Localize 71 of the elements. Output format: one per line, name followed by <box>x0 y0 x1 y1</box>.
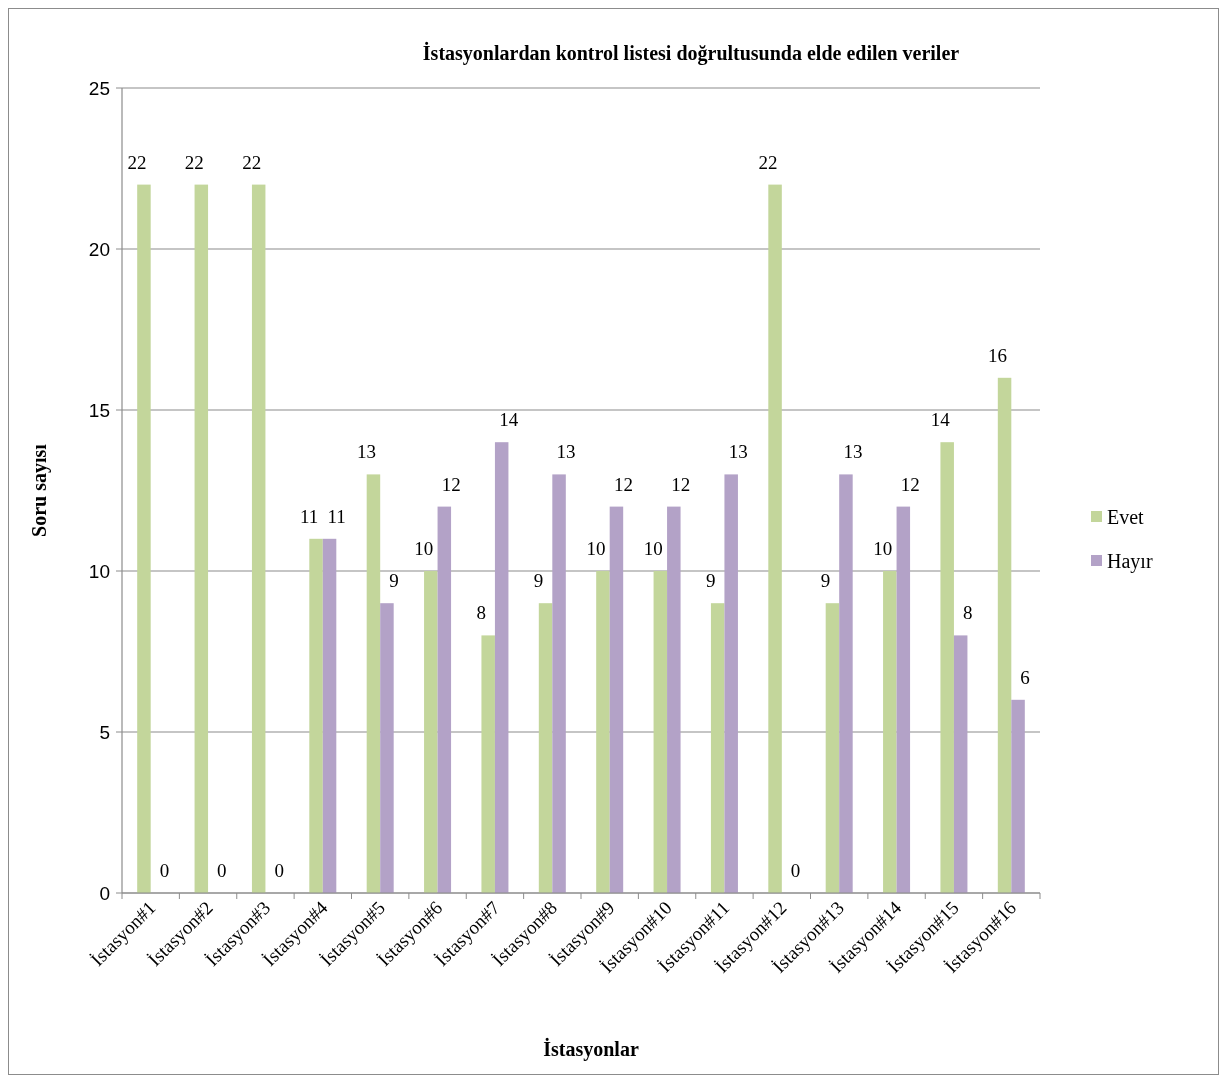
y-tick-label: 15 <box>88 399 110 421</box>
data-label: 11 <box>299 505 319 527</box>
bar <box>251 184 266 893</box>
bar <box>839 474 853 893</box>
bar <box>653 571 668 893</box>
data-label: 8 <box>476 602 486 624</box>
bar <box>667 506 681 893</box>
data-label: 12 <box>900 473 920 495</box>
data-label: 12 <box>613 473 633 495</box>
bar <box>437 506 452 893</box>
bar <box>424 571 438 893</box>
bar <box>481 635 495 893</box>
y-tick-label: 20 <box>88 238 110 260</box>
bar <box>768 184 782 893</box>
chart-title: İstasyonlardan kontrol listesi doğrultusunda elde edilen veriler <box>422 41 960 65</box>
legend-label: Evet <box>1107 506 1145 528</box>
data-label: 10 <box>643 538 663 559</box>
y-axis-title: Soru sayısı <box>28 443 51 537</box>
data-label: 10 <box>414 538 434 559</box>
data-label: 22 <box>127 151 147 173</box>
bar <box>609 506 624 893</box>
data-label: 0 <box>217 860 227 881</box>
data-label: 14 <box>930 409 951 431</box>
data-label: 10 <box>873 538 893 559</box>
y-tick-label: 0 <box>99 882 110 904</box>
data-label: 0 <box>790 860 801 881</box>
bar <box>596 571 610 893</box>
bar <box>997 377 1012 893</box>
data-label: 13 <box>356 441 376 463</box>
bar <box>724 474 738 893</box>
data-label: 6 <box>1020 666 1030 688</box>
legend-label: Hayır <box>1107 550 1153 573</box>
data-label: 9 <box>705 570 716 592</box>
bar <box>380 603 394 893</box>
data-label: 12 <box>441 473 461 495</box>
data-label: 22 <box>242 151 262 173</box>
bar <box>953 635 968 893</box>
bar <box>896 506 911 893</box>
data-label: 0 <box>274 860 284 881</box>
y-tick-label: 10 <box>88 560 110 582</box>
data-label: 16 <box>988 344 1008 366</box>
bar <box>825 603 840 893</box>
bar <box>538 603 553 893</box>
data-label: 13 <box>728 441 748 463</box>
bar <box>710 603 725 893</box>
data-label: 0 <box>159 860 170 881</box>
data-label: 8 <box>962 602 973 624</box>
data-label: 14 <box>499 409 519 431</box>
data-label: 22 <box>758 151 778 173</box>
y-tick-label: 5 <box>99 721 110 743</box>
bar <box>194 184 209 893</box>
bar <box>1011 699 1025 893</box>
data-label: 13 <box>843 441 863 463</box>
data-label: 9 <box>389 570 399 592</box>
data-label: 9 <box>533 570 544 592</box>
data-label: 22 <box>184 151 204 173</box>
bar <box>940 442 954 893</box>
data-label: 13 <box>556 441 576 463</box>
data-label: 9 <box>820 570 831 592</box>
bar <box>494 442 509 893</box>
bar <box>137 184 151 893</box>
data-label: 10 <box>586 538 606 559</box>
bar <box>552 474 566 893</box>
data-label: 12 <box>671 473 691 495</box>
x-axis-title: İstasyonlar <box>543 1037 639 1061</box>
bar <box>309 538 323 893</box>
bar <box>883 571 897 893</box>
bar <box>322 538 337 893</box>
bar <box>366 474 381 893</box>
y-tick-label: 25 <box>88 77 110 99</box>
data-label: 11 <box>327 505 346 527</box>
